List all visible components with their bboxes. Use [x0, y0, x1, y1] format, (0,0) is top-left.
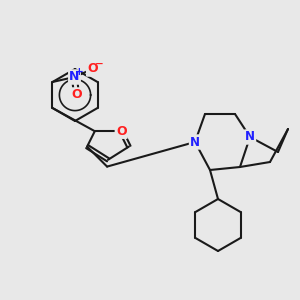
Text: O: O: [116, 125, 127, 138]
Text: O: O: [71, 88, 82, 101]
Text: −: −: [95, 59, 104, 69]
Text: O: O: [87, 62, 98, 76]
Text: N: N: [245, 130, 255, 143]
Text: +: +: [75, 67, 84, 77]
Text: N: N: [69, 70, 80, 83]
Text: N: N: [190, 136, 200, 148]
